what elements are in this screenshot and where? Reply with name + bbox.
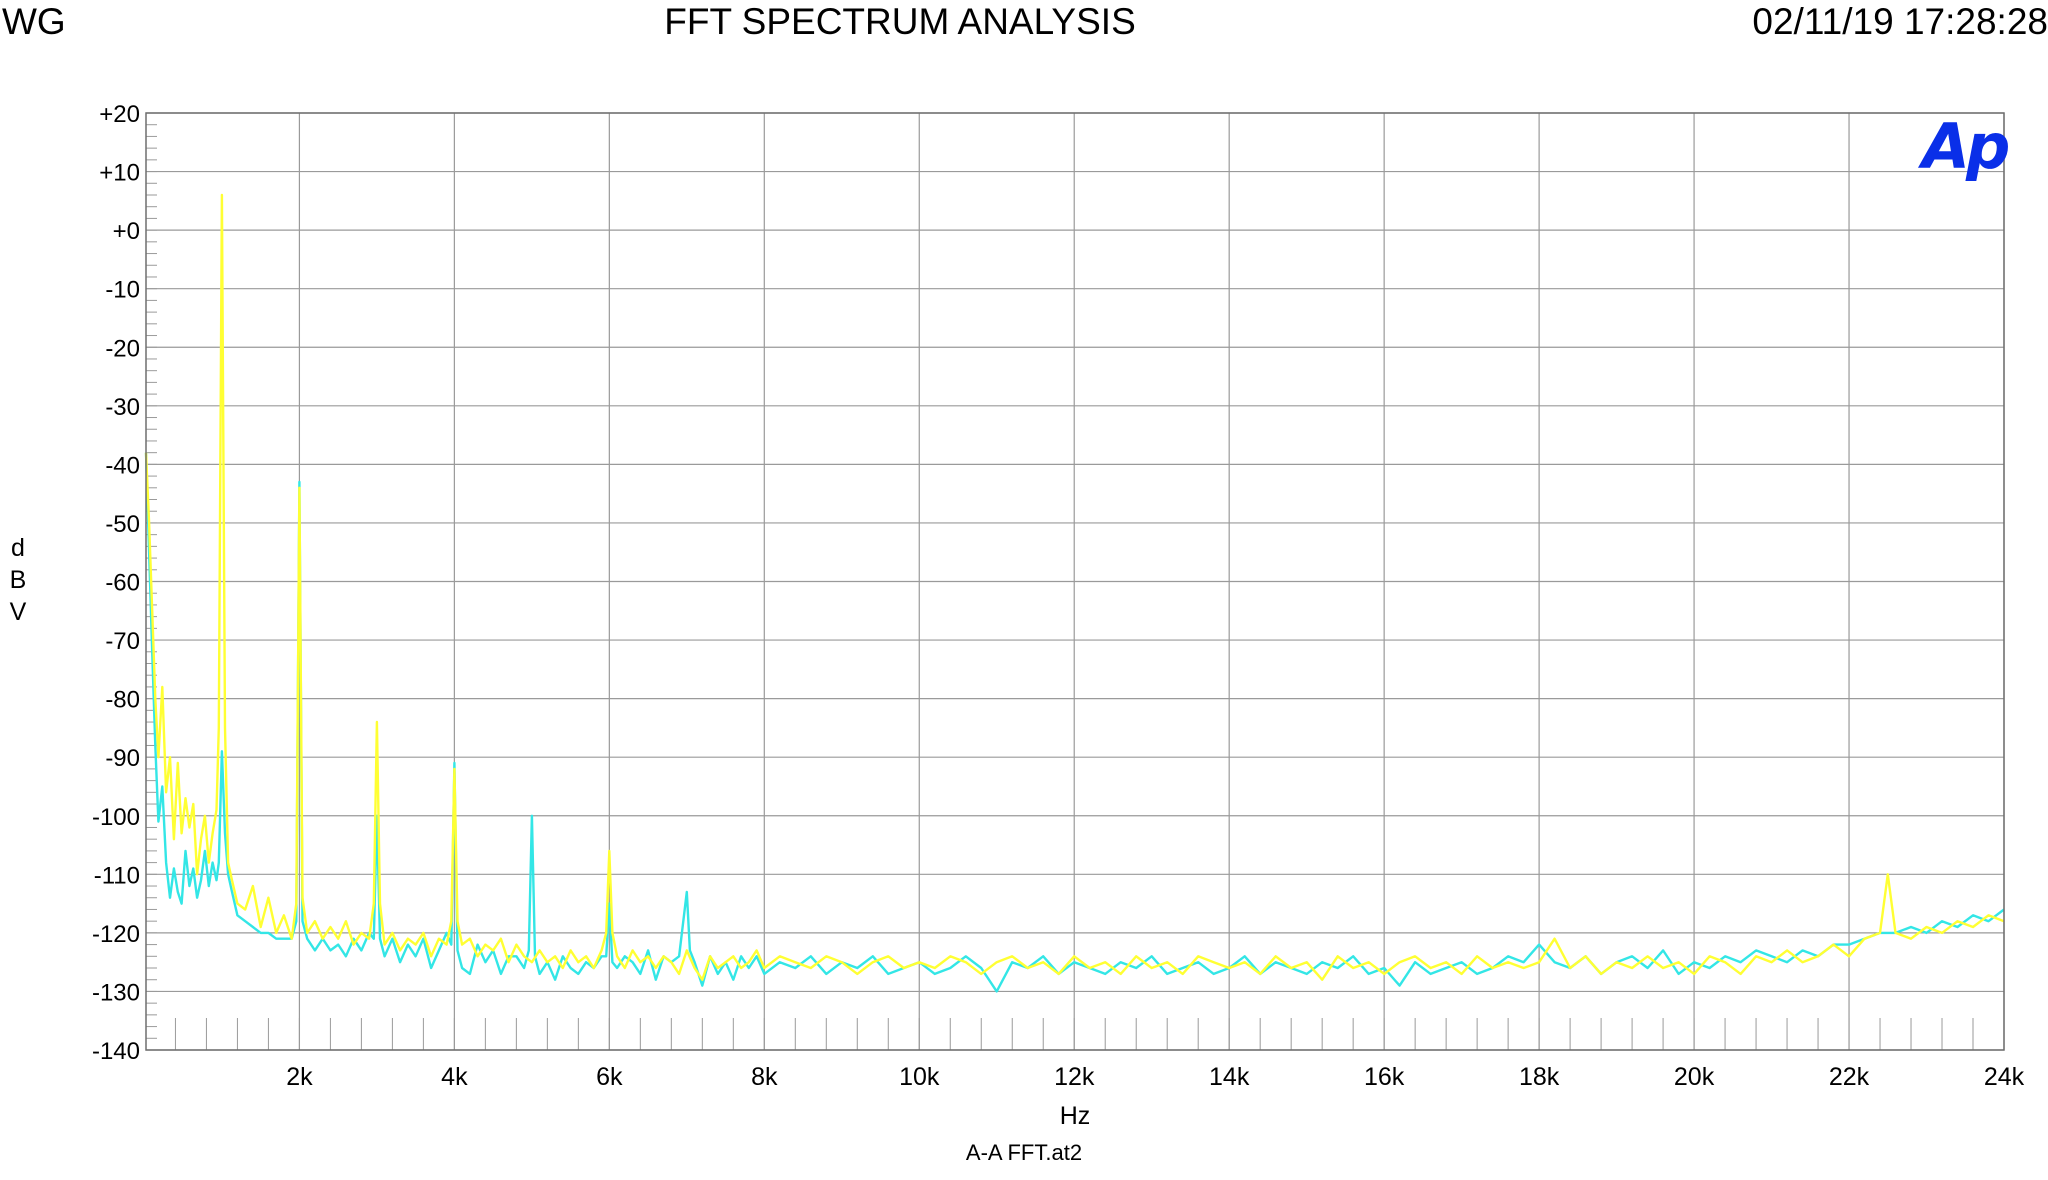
y-tick-label-2: +0 [113,218,140,245]
y-tick-label-16: -140 [92,1038,140,1065]
y-axis-ticks: +20 +10 +0 -10 -20 -30 -40 -50 -60 -70 -80 -90 -100 -… [92,101,140,1065]
y-tick-label-1: +10 [99,160,140,187]
y-tick-label-0: +20 [99,101,140,128]
grid [146,112,2005,1051]
x-tick-label-4: 10k [899,1063,940,1091]
x-tick-label-11: 24k [1984,1063,2025,1091]
x-tick-label-3: 8k [751,1063,778,1091]
chart-title: FFT SPECTRUM ANALYSIS [664,1,1136,42]
series-layer [144,193,2005,993]
x-axis-ticks: 2k 4k 6k 8k 10k 12k 14k 16k 18k 20k 22k 24k [286,1063,2024,1091]
y-tick-label-9: -70 [105,628,140,655]
y-tick-label-11: -90 [105,745,140,772]
y-tick-label-8: -60 [105,570,140,597]
plot-frame [145,112,2005,1051]
y-tick-label-4: -20 [105,335,140,362]
x-tick-label-6: 14k [1209,1063,1250,1091]
y-axis-label-d: d [11,534,25,562]
y-tick-label-6: -40 [105,452,140,479]
x-tick-label-5: 12k [1054,1063,1095,1091]
y-axis-label-b: B [9,566,27,594]
y-tick-label-12: -100 [92,804,140,831]
x-tick-label-2: 6k [596,1063,623,1091]
series-line-1 [144,452,2005,993]
y-tick-label-5: -30 [105,394,140,421]
x-tick-label-7: 16k [1364,1063,1405,1091]
x-tick-label-10: 22k [1829,1063,1870,1091]
y-axis-label-v: V [9,598,27,626]
x-tick-label-0: 2k [286,1063,313,1091]
y-tick-label-14: -120 [92,921,140,948]
ap-logo: Ap [1922,110,2010,183]
y-tick-label-15: -130 [92,979,140,1006]
y-tick-label-7: -50 [105,511,140,538]
y-tick-label-3: -10 [105,277,140,304]
file-name: A-A FFT.at2 [965,1140,1083,1165]
series-line-2 [144,193,2005,981]
x-tick-label-1: 4k [441,1063,468,1091]
timestamp: 02/11/19 17:28:28 [1752,1,2048,42]
x-tick-label-8: 18k [1519,1063,1560,1091]
minor-ticks [146,112,1974,1051]
x-tick-label-9: 20k [1674,1063,1715,1091]
header-left-label: WG [2,1,66,42]
y-tick-label-10: -80 [105,687,140,714]
x-axis-label: Hz [1059,1102,1091,1130]
y-tick-label-13: -110 [94,862,140,889]
